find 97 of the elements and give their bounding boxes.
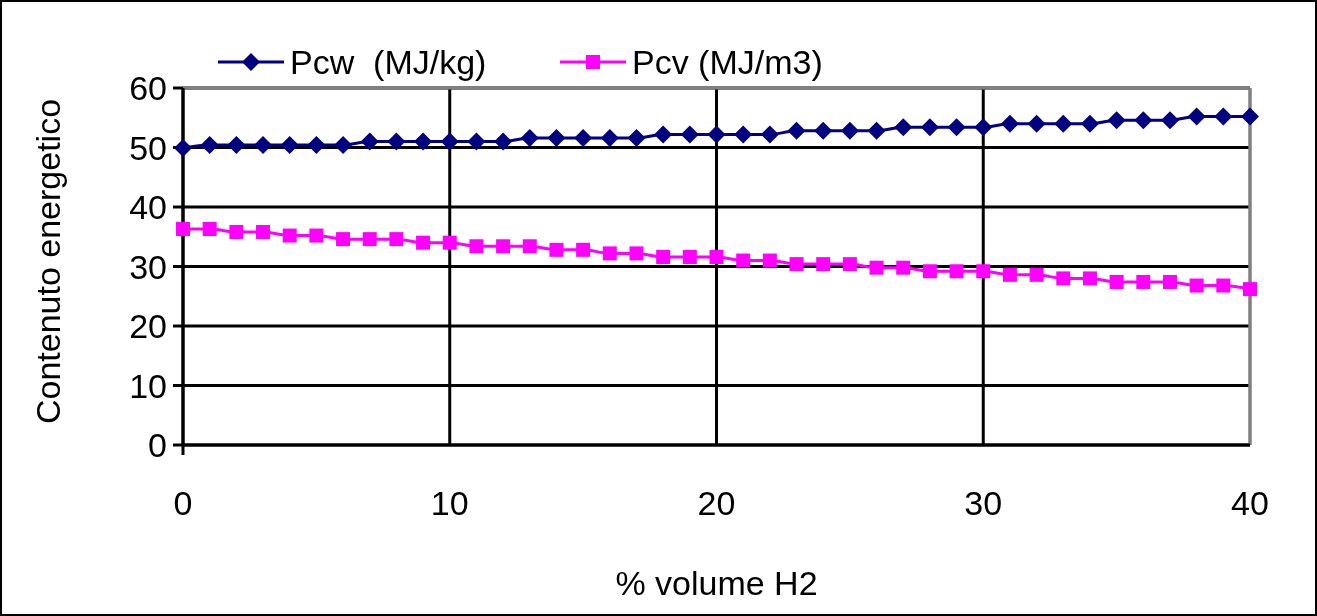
point xyxy=(1054,114,1073,133)
y-tick-label: 20 xyxy=(129,307,167,345)
point xyxy=(1216,278,1231,293)
x-tick-label: 0 xyxy=(173,484,193,522)
point xyxy=(416,235,431,250)
point xyxy=(520,128,539,147)
point xyxy=(1187,107,1206,126)
point xyxy=(200,136,219,155)
point xyxy=(949,264,964,279)
point xyxy=(229,224,244,239)
point xyxy=(1109,274,1124,289)
point xyxy=(1082,271,1097,286)
point xyxy=(816,257,831,272)
point xyxy=(1136,274,1151,289)
point xyxy=(334,136,353,155)
point xyxy=(414,132,433,151)
point xyxy=(600,128,619,147)
point xyxy=(256,224,271,239)
point xyxy=(1002,267,1017,282)
point xyxy=(1027,114,1046,133)
point xyxy=(680,125,699,144)
point xyxy=(387,132,406,151)
point xyxy=(282,228,297,243)
point xyxy=(976,264,991,279)
y-tick-label: 50 xyxy=(129,128,167,167)
y-axis-title: Contenuto energetico xyxy=(29,98,67,425)
point xyxy=(202,222,217,237)
point xyxy=(867,121,886,140)
point xyxy=(576,242,591,257)
point xyxy=(787,121,806,140)
point xyxy=(736,253,751,268)
x-tick-label: 20 xyxy=(697,484,736,522)
point xyxy=(1160,111,1179,130)
x-tick-label: 30 xyxy=(964,484,1003,522)
y-tick-label: 10 xyxy=(129,366,167,405)
point xyxy=(360,132,379,151)
point xyxy=(362,232,377,247)
point xyxy=(307,136,326,155)
point xyxy=(762,253,777,268)
point xyxy=(947,118,966,137)
point xyxy=(709,249,724,264)
point xyxy=(309,228,324,243)
legend-label: Pcw (MJ/kg) xyxy=(290,43,487,81)
point xyxy=(627,128,646,147)
point xyxy=(789,257,804,272)
point xyxy=(922,264,937,279)
point xyxy=(1162,274,1177,289)
y-tick-label: 0 xyxy=(148,426,167,464)
point xyxy=(840,121,859,140)
point xyxy=(656,249,671,264)
point xyxy=(1241,107,1259,126)
x-axis-title: % volume H2 xyxy=(615,564,818,602)
point xyxy=(629,246,644,261)
point xyxy=(1189,278,1204,293)
legend-label: Pcv (MJ/m3) xyxy=(632,43,823,81)
point xyxy=(1214,107,1233,126)
point xyxy=(227,136,246,155)
point xyxy=(176,222,190,237)
x-tick-label: 10 xyxy=(430,484,469,522)
point xyxy=(814,121,833,140)
point xyxy=(522,239,537,254)
x-tick-label: 40 xyxy=(1231,484,1269,522)
point xyxy=(494,132,513,151)
point xyxy=(974,118,993,137)
point xyxy=(547,128,566,147)
point xyxy=(894,118,913,137)
point xyxy=(682,249,697,264)
point xyxy=(869,260,884,275)
point xyxy=(254,136,273,155)
point xyxy=(440,132,459,151)
point xyxy=(496,239,511,254)
point xyxy=(896,260,911,275)
point xyxy=(1000,114,1019,133)
point xyxy=(1056,271,1071,286)
y-tick-label: 30 xyxy=(129,247,167,286)
point xyxy=(707,125,726,144)
point xyxy=(389,232,404,247)
point xyxy=(442,235,457,250)
point xyxy=(920,118,939,137)
point xyxy=(602,246,617,261)
point xyxy=(336,232,351,247)
point xyxy=(734,125,753,144)
point xyxy=(467,132,486,151)
point xyxy=(1243,282,1257,297)
y-tick-label: 60 xyxy=(129,69,167,107)
point xyxy=(654,125,673,144)
point xyxy=(1107,111,1126,130)
point xyxy=(1134,111,1153,130)
y-tick-label: 40 xyxy=(129,188,167,226)
point xyxy=(549,242,564,257)
point xyxy=(1029,267,1044,282)
point xyxy=(760,125,779,144)
point xyxy=(280,136,299,155)
point xyxy=(469,239,484,254)
point xyxy=(574,128,593,147)
point xyxy=(842,257,857,272)
point xyxy=(1080,114,1099,133)
